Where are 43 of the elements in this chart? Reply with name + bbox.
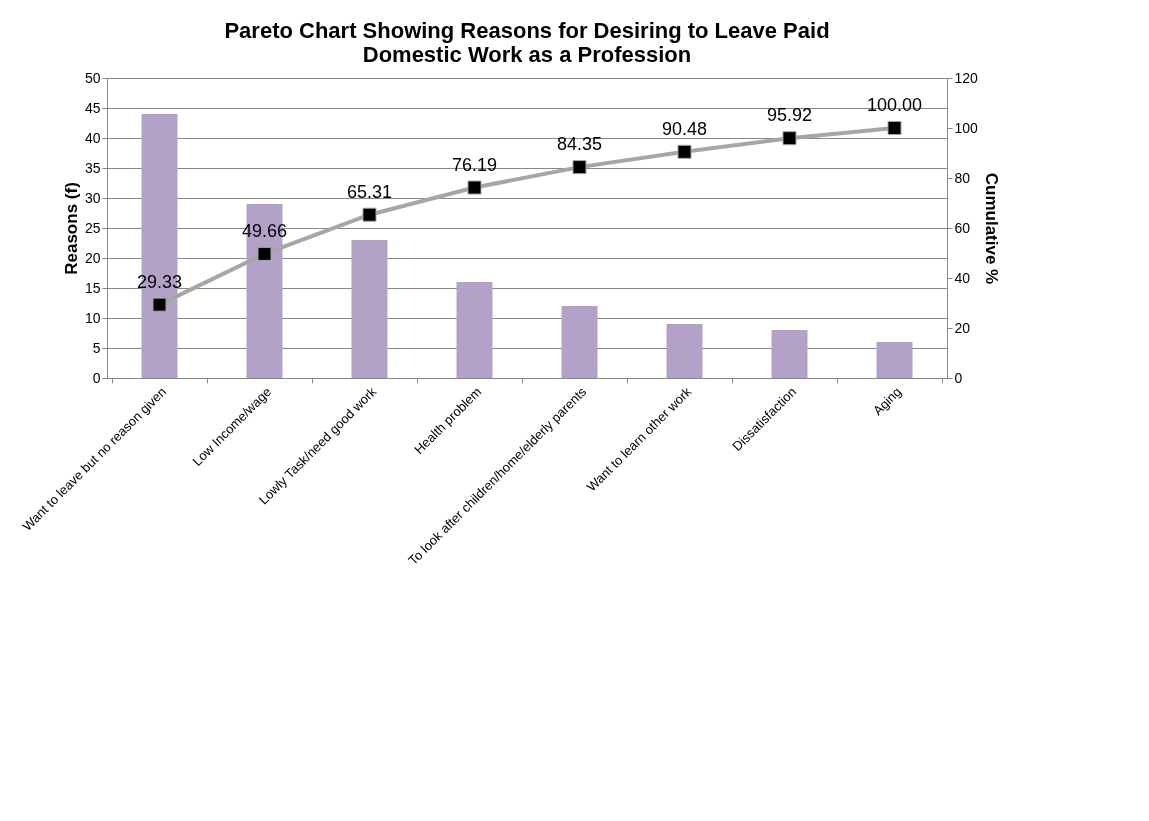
data-label: 90.48	[661, 118, 708, 139]
point	[467, 180, 482, 195]
data-label: 65.31	[346, 181, 393, 202]
data-label: 49.66	[241, 220, 288, 241]
y2-tick-label: 40	[954, 269, 971, 286]
point	[152, 297, 167, 312]
y2-tick-label: 0	[954, 369, 963, 386]
point	[257, 246, 272, 261]
y-tick-label: 10	[84, 309, 101, 326]
y-tick-label: 15	[84, 279, 101, 296]
point	[782, 131, 797, 146]
y-tick-label: 40	[84, 129, 101, 146]
bar	[351, 240, 388, 378]
data-label: 84.35	[556, 134, 603, 155]
data-label: 76.19	[451, 154, 498, 175]
chart-title: Pareto Chart Showing Reasons for Desiring to Leave Paid Domestic Work as a Profession	[224, 18, 830, 67]
y-tick-label: 20	[84, 249, 101, 266]
point	[677, 144, 692, 159]
bar	[561, 306, 598, 378]
y-tick-label: 25	[84, 219, 101, 236]
y2-tick-label: 120	[954, 69, 979, 86]
y-tick-label: 45	[84, 99, 101, 116]
bar	[771, 330, 808, 378]
y2-tick-label: 100	[954, 119, 979, 136]
y2-tick-label: 20	[954, 319, 971, 336]
y-tick-label: 35	[84, 159, 101, 176]
point	[887, 120, 902, 136]
y-axis-title: Reasons (f)	[61, 182, 81, 275]
data-label: 95.92	[766, 105, 813, 126]
y-tick-label: 30	[84, 189, 101, 206]
y2-axis-title: Cumulative %	[981, 172, 1001, 285]
data-label: 29.33	[136, 271, 183, 292]
data-label: 100.00	[866, 95, 923, 115]
y-tick-label: 5	[92, 339, 101, 356]
y2-tick-label: 60	[954, 219, 971, 236]
bar	[456, 282, 493, 378]
bar	[666, 324, 703, 378]
point	[362, 207, 377, 222]
y-tick-label: 50	[84, 69, 101, 86]
bar	[876, 342, 913, 378]
y-tick-label: 0	[92, 369, 101, 386]
point	[572, 160, 587, 175]
y2-tick-label: 80	[954, 169, 971, 186]
